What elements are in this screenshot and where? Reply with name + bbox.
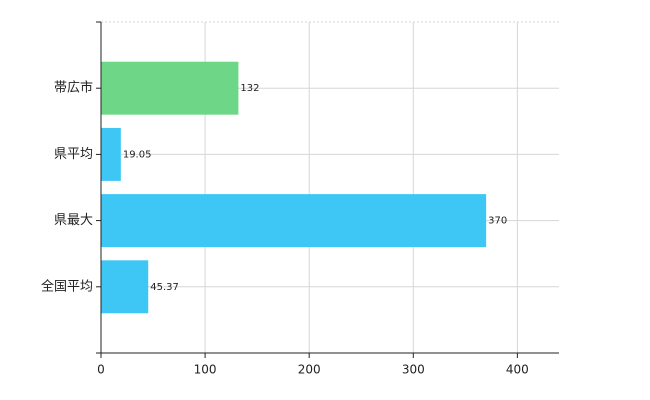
value-label: 132 [240, 83, 259, 94]
x-tick-label: 100 [194, 363, 217, 377]
value-label: 19.05 [123, 149, 152, 160]
value-label: 45.37 [150, 282, 179, 293]
x-tick-label: 200 [298, 363, 321, 377]
y-tick-label: 県平均 [54, 147, 93, 162]
value-label: 370 [488, 216, 507, 227]
x-tick-label: 300 [402, 363, 425, 377]
y-tick-label: 全国平均 [41, 278, 93, 294]
bar [101, 127, 121, 181]
x-tick-label: 400 [506, 363, 529, 377]
bar [101, 194, 487, 248]
x-tick-label: 0 [97, 363, 105, 377]
bar [101, 260, 149, 314]
y-tick-label: 県最大 [54, 213, 93, 228]
y-tick-label: 帯広市 [54, 80, 93, 96]
bar [101, 61, 239, 115]
